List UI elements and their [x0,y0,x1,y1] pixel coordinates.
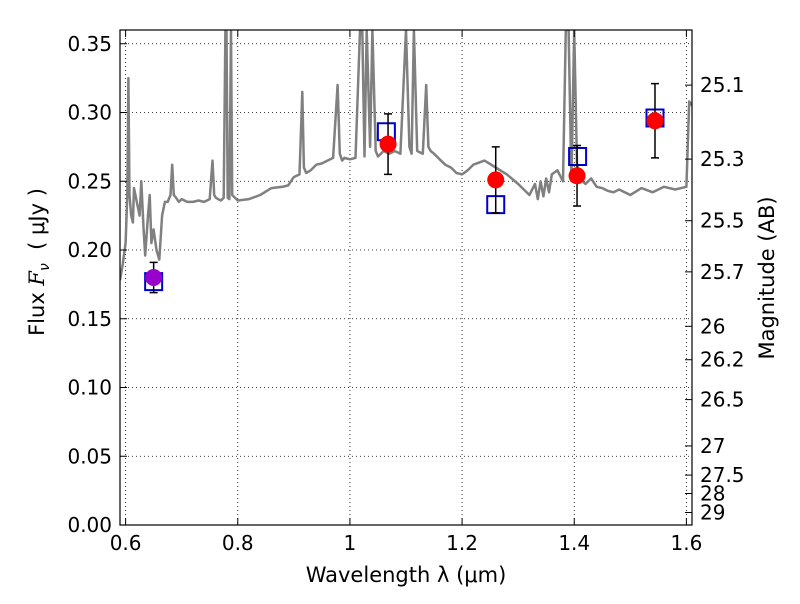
observed-point [568,167,586,185]
observed-photometry-markers [145,112,664,286]
y2-tick-label: 27.5 [700,463,745,487]
x-tick-label: 1.4 [558,531,590,555]
y-tick-label: 0.00 [67,513,112,537]
y-tick-label: 0.05 [67,444,112,468]
y2-tick-label: 28 [700,482,725,506]
x-tick-label: 0.6 [110,531,142,555]
y-tick-label: 0.35 [67,32,112,56]
y2-tick-label: 26.2 [700,348,745,372]
y2-tick-label: 25.3 [700,147,745,171]
observed-point [145,269,163,286]
x-tick-label: 0.8 [222,531,254,555]
y2-tick-label: 25.1 [700,73,745,97]
y-tick-label: 0.30 [67,101,112,125]
y2-tick-label: 27 [700,434,725,458]
plot-frame [119,29,693,526]
observed-point [379,135,397,153]
y2-tick-label: 26 [700,314,725,338]
x-tick-label: 1.6 [670,531,702,555]
y-tick-label: 0.15 [67,307,112,331]
y-tick-labels: 0.00 0.05 0.10 0.15 0.20 0.25 0.30 0.35 [67,32,112,537]
x-tick-label: 1 [344,531,357,555]
y-tick-label: 0.20 [67,238,112,262]
y2-tick-label: 25.7 [700,260,745,284]
y-axis-label: Flux Fν ( μJy ) [25,188,53,336]
y-tick-label: 0.25 [67,169,112,193]
observed-point [646,112,664,130]
x-axis-label: Wavelength λ (μm) [306,563,507,587]
y2-tick-label: 29 [700,500,725,524]
axis-ticks [120,30,692,526]
y-tick-label: 0.10 [67,376,112,400]
plot-area [120,30,692,294]
x-tick-label: 1.2 [446,531,478,555]
spectrum-line [120,30,692,281]
x-tick-labels: 0.6 0.8 1 1.2 1.4 1.6 [110,531,703,555]
y2-tick-label: 25.5 [700,209,745,233]
y2-axis-label: Magnitude (AB) [755,196,779,359]
observed-point [487,171,505,189]
y2-tick-label: 26.5 [700,388,745,412]
